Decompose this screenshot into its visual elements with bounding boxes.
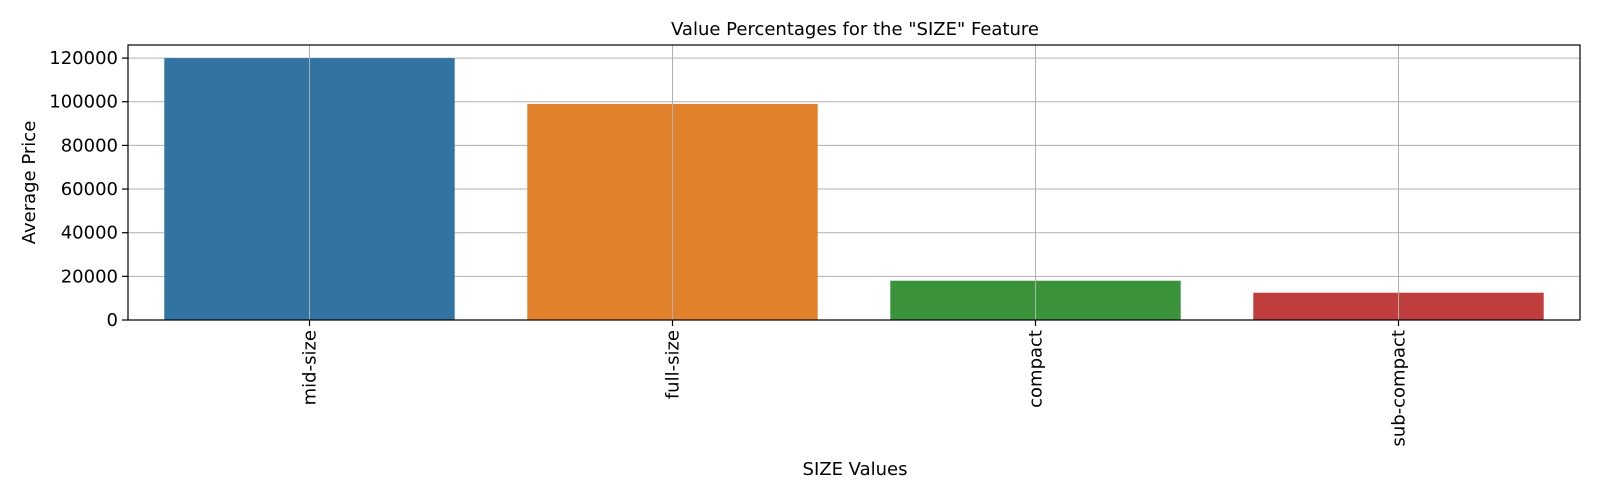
y-tick-label: 0 [107,310,118,331]
y-ticks: 0 20000 40000 60000 80000 100000 120000 [49,48,128,331]
y-tick-label: 80000 [61,135,118,156]
y-tick-label: 20000 [61,266,118,287]
x-grid-layer [309,45,1399,320]
y-axis-label: Average Price [19,121,40,245]
x-tick-label: full-size [663,330,684,399]
x-ticks: mid-size full-size compact sub-compact [300,320,1410,447]
y-tick-label: 100000 [49,92,118,113]
plot-frame [127,44,1581,321]
x-tick-label: sub-compact [1389,330,1410,447]
chart-title: Value Percentages for the "SIZE" Feature [671,19,1039,40]
y-tick-label: 40000 [61,223,118,244]
y-tick-label: 120000 [49,48,118,69]
y-tick-label: 60000 [61,179,118,200]
x-axis-label: SIZE Values [803,459,908,480]
x-tick-label: mid-size [300,330,321,405]
x-tick-label: compact [1026,330,1047,408]
